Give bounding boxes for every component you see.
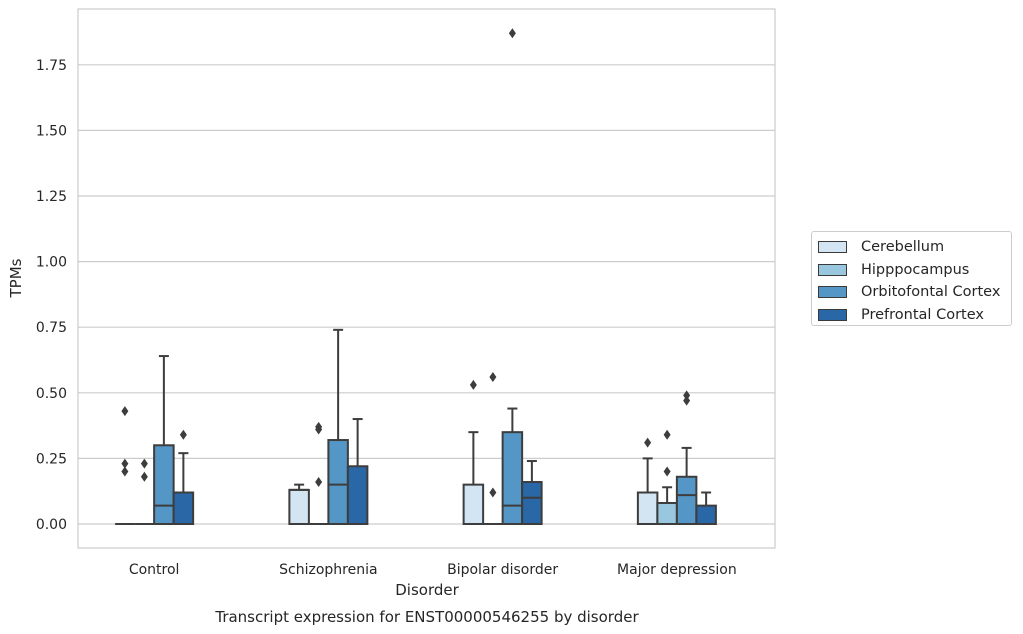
y-tick-label: 1.00	[36, 255, 67, 271]
box-orbitofontal-cortex	[153, 355, 175, 525]
box-body	[636, 491, 659, 525]
legend-label: Orbitofontal Cortex	[861, 284, 1001, 301]
outlier-point	[489, 372, 497, 383]
outlier-point	[121, 406, 129, 417]
x-tick-label: Major depression	[617, 562, 737, 578]
legend-label: Prefrontal Cortex	[861, 306, 984, 323]
box-prefrontal-cortex	[695, 491, 717, 525]
legend: Cerebellum Hipppocampus Orbitofontal Corte…	[811, 231, 1012, 326]
legend-swatch	[818, 241, 847, 254]
x-tick-label: Schizophrenia	[279, 562, 377, 578]
y-tick-label: 1.25	[36, 189, 67, 205]
outlier-point	[663, 429, 671, 440]
outlier-point	[140, 458, 148, 469]
x-axis-label: Disorder	[395, 581, 459, 599]
box-body	[327, 439, 349, 526]
y-axis-ticks: 0.00 0.25 0.50 0.75 1.00 1.25 1.50 1.75	[36, 58, 67, 533]
box-body	[172, 491, 195, 525]
box-body	[675, 475, 698, 526]
box-cerebellum	[636, 437, 659, 525]
outlier-point	[469, 379, 477, 390]
outlier-point	[140, 471, 148, 482]
y-tick-label: 0.25	[36, 451, 67, 467]
box-cerebellum	[462, 379, 485, 526]
box-body	[521, 481, 543, 525]
y-tick-label: 0.50	[36, 386, 67, 402]
box-cerebellum	[115, 406, 135, 525]
legend-item: Orbitofontal Cortex	[818, 281, 1011, 304]
outlier-point	[683, 395, 691, 406]
plot-area-frame	[77, 8, 776, 549]
x-tick-label: Control	[129, 562, 180, 578]
legend-swatch	[818, 286, 847, 299]
outlier-point	[315, 477, 323, 488]
box-hipppocampus	[483, 372, 503, 525]
box-prefrontal-cortex	[521, 460, 543, 525]
y-axis-label: TPMs	[7, 258, 25, 298]
y-tick-label: 0.75	[36, 320, 67, 336]
x-tick-label: Bipolar disorder	[447, 562, 558, 578]
box-hipppocampus	[656, 429, 678, 525]
box-cerebellum	[288, 483, 310, 525]
outlier-point	[121, 458, 129, 469]
legend-label: Cerebellum	[861, 239, 945, 256]
box-body	[346, 465, 369, 526]
box-hipppocampus	[134, 458, 155, 525]
grid-lines	[78, 64, 775, 525]
legend-item: Prefrontal Cortex	[818, 304, 1011, 327]
outlier-point	[508, 28, 516, 39]
outlier-point	[489, 487, 497, 498]
y-tick-label: 0.00	[36, 517, 67, 533]
legend-item: Cerebellum	[818, 236, 1011, 259]
box-body	[695, 504, 717, 525]
outlier-point	[315, 424, 323, 435]
y-tick-label: 1.50	[36, 123, 67, 139]
legend-swatch	[818, 308, 847, 321]
legend-label: Hipppocampus	[861, 261, 970, 278]
chart-title: Transcript expression for ENST0000054625…	[214, 608, 639, 626]
box-hipppocampus	[308, 421, 329, 525]
outlier-point	[683, 390, 691, 401]
box-orbitofontal-cortex	[675, 390, 698, 526]
outlier-point	[121, 466, 129, 477]
boxes	[115, 28, 717, 526]
box-body	[656, 502, 678, 525]
box-body	[288, 488, 310, 525]
legend-swatch	[818, 263, 847, 276]
outlier-point	[663, 466, 671, 477]
x-axis-ticks: Control Schizophrenia Bipolar disorder Majo…	[129, 562, 737, 578]
outlier-point	[179, 429, 187, 440]
legend-item: Hipppocampus	[818, 259, 1011, 282]
box-orbitofontal-cortex	[327, 328, 349, 526]
box-body	[153, 444, 175, 525]
box-prefrontal-cortex	[172, 429, 195, 525]
box-body	[501, 431, 524, 525]
box-orbitofontal-cortex	[501, 28, 524, 525]
outlier-point	[644, 437, 652, 448]
box-prefrontal-cortex	[346, 418, 369, 526]
box-body	[462, 483, 485, 526]
y-tick-label: 1.75	[36, 58, 67, 74]
